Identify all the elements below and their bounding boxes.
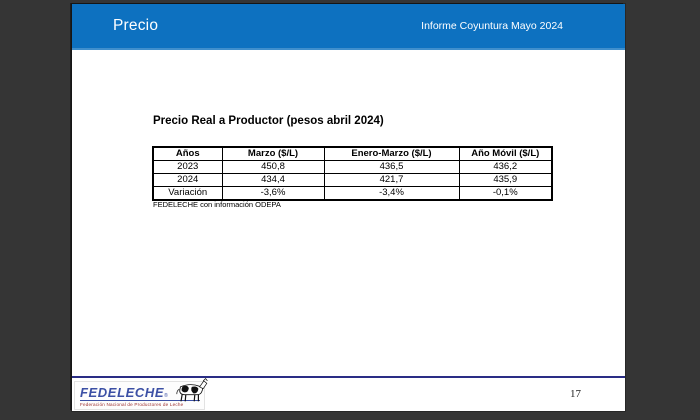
price-table: Años Marzo ($/L) Enero-Marzo ($/L) Año M… bbox=[152, 146, 553, 201]
slide-page: Precio Informe Coyuntura Mayo 2024 Preci… bbox=[72, 4, 625, 411]
table-row-2024: 2024 434,4 421,7 435,9 bbox=[152, 173, 553, 187]
table-cell: 2024 bbox=[152, 173, 223, 187]
table-cell: 2023 bbox=[152, 160, 223, 174]
table-cell: 436,5 bbox=[323, 160, 460, 174]
column-header-enero-marzo: Enero-Marzo ($/L) bbox=[323, 146, 460, 161]
footer-divider bbox=[72, 376, 625, 378]
header-title: Precio bbox=[113, 17, 159, 34]
header-report-label: Informe Coyuntura Mayo 2024 bbox=[421, 20, 563, 32]
table-cell: Variación bbox=[152, 186, 223, 201]
logo-tagline: Federación Nacional de Productores de Le… bbox=[80, 400, 200, 407]
table-row-2023: 2023 450,8 436,5 436,2 bbox=[152, 160, 553, 174]
source-note: FEDELECHE con información ODEPA bbox=[153, 200, 281, 209]
fedeleche-logo: FEDELECHE® Federación Naciona bbox=[74, 377, 208, 410]
table-cell: 436,2 bbox=[458, 160, 553, 174]
table-cell: -0,1% bbox=[458, 186, 553, 201]
holstein-cow-icon bbox=[176, 377, 208, 402]
slide-header-bar: Precio Informe Coyuntura Mayo 2024 bbox=[72, 4, 625, 50]
table-header-row: Años Marzo ($/L) Enero-Marzo ($/L) Año M… bbox=[152, 146, 553, 161]
column-header-ano-movil: Año Móvil ($/L) bbox=[458, 146, 553, 161]
registered-trademark-icon: ® bbox=[164, 393, 168, 399]
table-cell: -3,4% bbox=[323, 186, 460, 201]
column-header-marzo: Marzo ($/L) bbox=[221, 146, 325, 161]
table-cell: -3,6% bbox=[221, 186, 325, 201]
logo-wordmark-row: FEDELECHE® bbox=[80, 377, 208, 402]
table-title: Precio Real a Productor (pesos abril 202… bbox=[153, 115, 384, 127]
table-cell: 421,7 bbox=[323, 173, 460, 187]
table-row-variacion: Variación -3,6% -3,4% -0,1% bbox=[152, 186, 553, 201]
table-cell: 434,4 bbox=[221, 173, 325, 187]
table-cell: 450,8 bbox=[221, 160, 325, 174]
logo-wordmark: FEDELECHE bbox=[80, 385, 165, 400]
page-number: 17 bbox=[570, 388, 581, 400]
table-cell: 435,9 bbox=[458, 173, 553, 187]
column-header-anos: Años bbox=[152, 146, 223, 161]
